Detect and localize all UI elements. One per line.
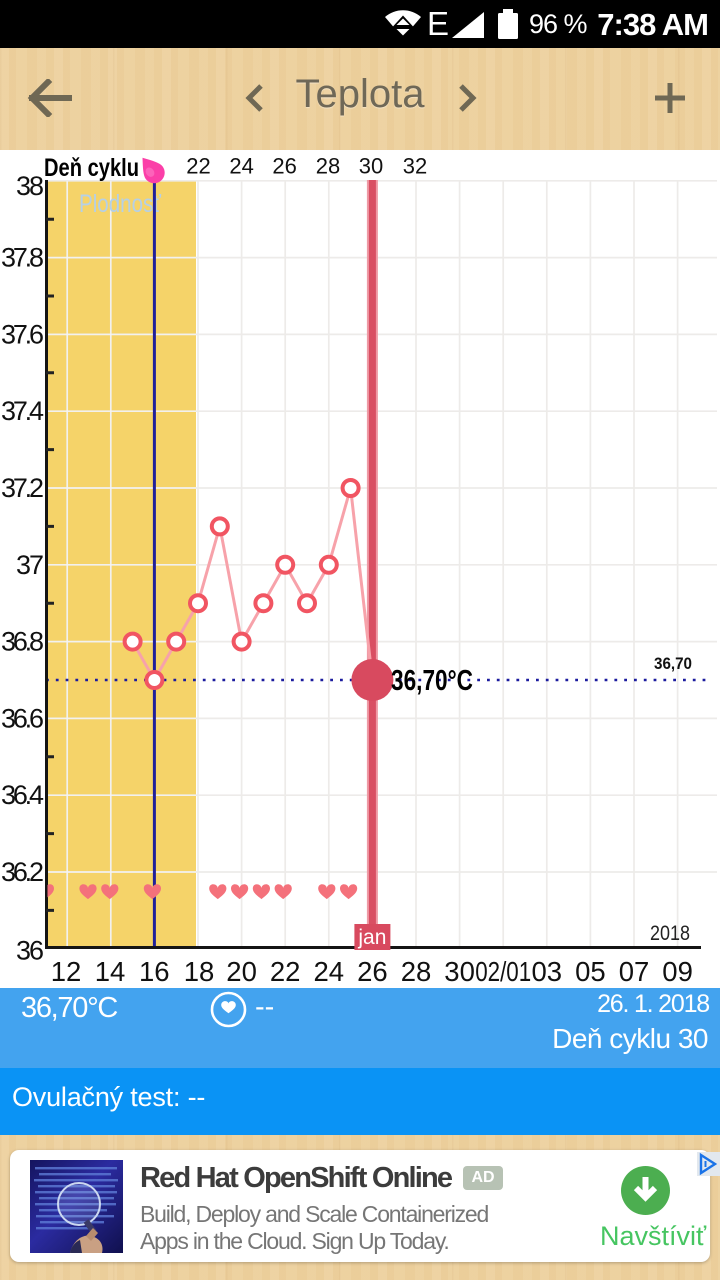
svg-text:32: 32 xyxy=(403,154,427,179)
svg-text:36.6: 36.6 xyxy=(1,704,44,734)
svg-text:37.2: 37.2 xyxy=(1,473,44,503)
svg-text:36.8: 36.8 xyxy=(1,627,44,657)
svg-text:37: 37 xyxy=(16,550,44,580)
svg-text:26: 26 xyxy=(357,956,388,985)
svg-text:22: 22 xyxy=(186,154,210,179)
svg-text:22: 22 xyxy=(270,956,301,985)
svg-text:Plodnosť: Plodnosť xyxy=(79,190,162,218)
svg-text:20: 20 xyxy=(226,956,257,985)
svg-text:16: 16 xyxy=(139,956,170,985)
svg-text:2018: 2018 xyxy=(650,922,690,945)
svg-text:26: 26 xyxy=(272,154,296,179)
svg-text:09: 09 xyxy=(662,956,693,985)
svg-text:36.4: 36.4 xyxy=(1,780,44,810)
svg-text:28: 28 xyxy=(401,956,432,985)
svg-text:36.2: 36.2 xyxy=(1,857,44,887)
svg-text:36: 36 xyxy=(16,936,44,966)
svg-text:36,70: 36,70 xyxy=(654,654,692,673)
svg-text:37.4: 37.4 xyxy=(1,396,44,426)
svg-text:12: 12 xyxy=(51,956,82,985)
svg-text:07: 07 xyxy=(619,956,650,985)
svg-text:24: 24 xyxy=(314,956,345,985)
svg-text:38: 38 xyxy=(16,171,44,201)
svg-text:24: 24 xyxy=(229,154,253,179)
svg-text:18: 18 xyxy=(184,956,215,985)
svg-text:28: 28 xyxy=(316,154,340,179)
svg-text:37.6: 37.6 xyxy=(1,320,44,350)
svg-text:30: 30 xyxy=(444,956,475,985)
svg-text:37.8: 37.8 xyxy=(1,243,44,273)
svg-text:Deň cyklu: Deň cyklu xyxy=(44,154,139,182)
svg-text:jan: jan xyxy=(357,926,386,949)
svg-text:14: 14 xyxy=(95,956,126,985)
svg-text:30: 30 xyxy=(359,154,383,179)
svg-text:03: 03 xyxy=(532,956,563,985)
svg-text:05: 05 xyxy=(575,956,606,985)
svg-text:02/01: 02/01 xyxy=(475,956,531,985)
svg-text:36,70°C: 36,70°C xyxy=(391,665,473,697)
